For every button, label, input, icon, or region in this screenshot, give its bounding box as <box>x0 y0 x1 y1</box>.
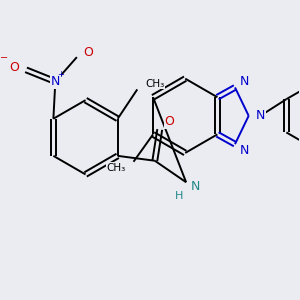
Text: +: + <box>57 70 64 79</box>
Text: N: N <box>240 75 250 88</box>
Text: N: N <box>256 109 265 122</box>
Text: CH₃: CH₃ <box>145 79 164 88</box>
Text: −: − <box>1 53 9 63</box>
Text: N: N <box>240 143 250 157</box>
Text: O: O <box>9 61 19 74</box>
Text: N: N <box>191 180 201 193</box>
Text: H: H <box>175 191 184 201</box>
Text: N: N <box>51 75 60 88</box>
Text: CH₃: CH₃ <box>106 163 126 172</box>
Text: O: O <box>84 46 94 59</box>
Text: O: O <box>165 115 174 128</box>
